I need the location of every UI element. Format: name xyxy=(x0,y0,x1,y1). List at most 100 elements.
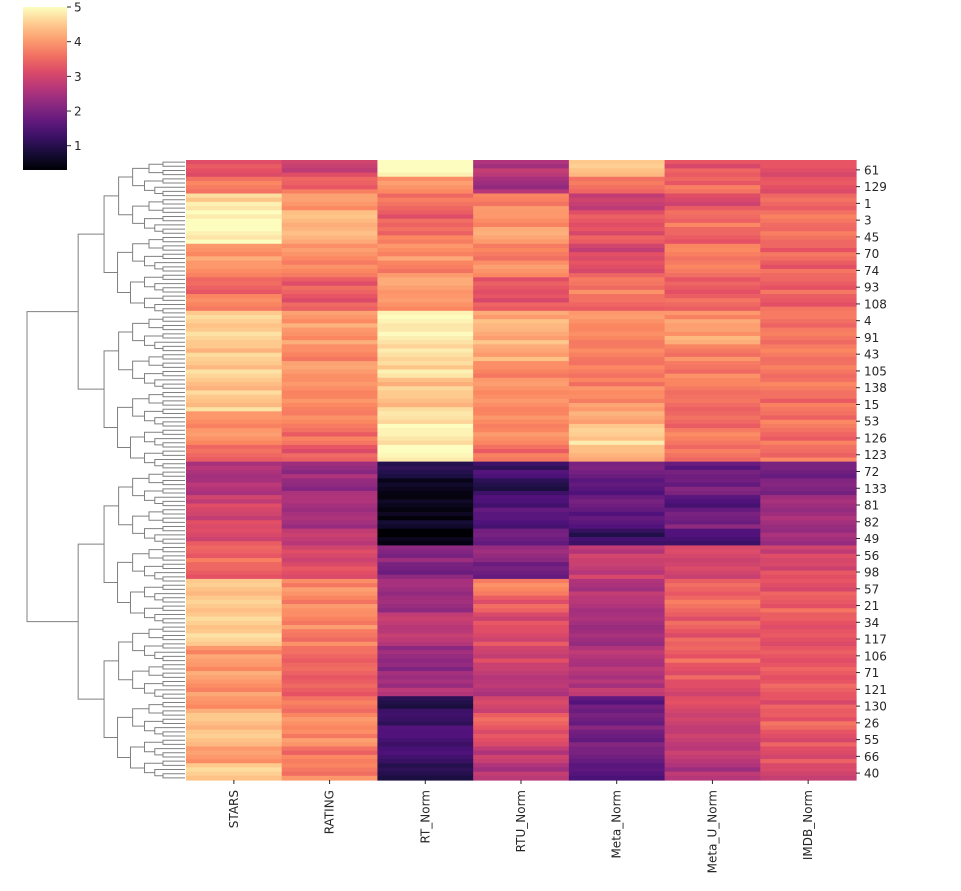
heatmap-cell xyxy=(664,478,761,484)
heatmap-cell xyxy=(473,382,570,387)
dendrogram-link xyxy=(77,543,105,700)
heatmap-cell xyxy=(281,729,379,735)
heatmap-cell xyxy=(281,763,379,769)
heatmap-cell xyxy=(473,612,570,618)
heatmap-cell xyxy=(473,394,570,400)
heatmap-cell xyxy=(473,247,570,253)
dendrogram-link xyxy=(162,626,185,632)
dendrogram-link xyxy=(162,597,185,603)
heatmap-cell xyxy=(664,692,761,697)
heatmap-cell xyxy=(568,658,666,664)
heatmap-cell xyxy=(473,176,570,182)
heatmap-cell xyxy=(281,645,379,651)
row-tick-label: 138 xyxy=(864,381,887,395)
heatmap-cell xyxy=(377,629,474,634)
heatmap-cell xyxy=(186,160,283,165)
heatmap-cell xyxy=(186,499,283,505)
heatmap-cell xyxy=(186,210,283,216)
dendrogram-link xyxy=(154,417,185,425)
heatmap-cell xyxy=(281,382,379,387)
heatmap-cell xyxy=(473,206,570,211)
heatmap-cell xyxy=(568,570,666,576)
heatmap-cell xyxy=(377,620,474,626)
dendrogram-link xyxy=(162,371,185,377)
heatmap-cell xyxy=(281,658,379,664)
heatmap-cell xyxy=(377,704,474,710)
dendrogram-link xyxy=(162,693,185,699)
heatmap-cell xyxy=(760,432,857,438)
dendrogram-link xyxy=(132,632,149,652)
heatmap-cell xyxy=(186,382,283,387)
heatmap-cell xyxy=(186,453,283,459)
heatmap-cell xyxy=(664,537,761,542)
dendrogram-link xyxy=(148,511,163,521)
heatmap-cell xyxy=(664,704,761,710)
heatmap-cell xyxy=(186,201,283,207)
heatmap-cell xyxy=(760,767,857,773)
heatmap-cell xyxy=(377,658,474,664)
heatmap-cell xyxy=(664,679,761,685)
dendrogram-link xyxy=(162,760,185,766)
heatmap-cell xyxy=(760,566,857,572)
heatmap-cell xyxy=(377,172,474,178)
heatmap-cell xyxy=(186,415,283,421)
heatmap-cell xyxy=(186,717,283,722)
heatmap-cell xyxy=(473,763,570,769)
heatmap-cell xyxy=(568,650,666,655)
heatmap-cell xyxy=(473,704,570,710)
heatmap-cell xyxy=(186,189,283,195)
heatmap-cell xyxy=(473,775,570,781)
heatmap-cell xyxy=(281,532,379,538)
heatmap-cell xyxy=(473,273,570,278)
dendrogram-link xyxy=(143,373,163,384)
dendrogram-link xyxy=(162,190,185,197)
heatmap-cell xyxy=(664,315,761,320)
heatmap-cell xyxy=(760,511,857,517)
heatmap-cell xyxy=(186,595,283,601)
heatmap-cell xyxy=(186,319,283,324)
heatmap-cell xyxy=(186,365,283,371)
heatmap-cell xyxy=(281,725,379,731)
heatmap-cell xyxy=(568,465,666,471)
row-tick-label: 40 xyxy=(864,767,879,781)
heatmap-cell xyxy=(568,386,666,392)
heatmap-cell xyxy=(473,390,570,396)
heatmap-cell xyxy=(186,172,283,178)
dendrogram-link xyxy=(143,452,163,464)
heatmap-cell xyxy=(760,625,857,630)
heatmap-cell xyxy=(377,390,474,396)
heatmap-cell xyxy=(473,298,570,304)
row-tick-label: 82 xyxy=(864,515,879,529)
heatmap-cell xyxy=(473,654,570,660)
heatmap-cell xyxy=(473,377,570,383)
heatmap-cell xyxy=(568,294,666,299)
heatmap-cell xyxy=(281,268,379,274)
heatmap-cell xyxy=(473,650,570,655)
heatmap-cell xyxy=(473,256,570,262)
dendrogram-link xyxy=(154,262,185,270)
dendrogram-link xyxy=(143,762,163,774)
heatmap-cell xyxy=(377,511,474,517)
heatmap-cell xyxy=(186,302,283,308)
heatmap-cell xyxy=(186,331,283,337)
heatmap-cell xyxy=(760,553,857,559)
heatmap-cell xyxy=(664,599,761,605)
heatmap-cell xyxy=(473,662,570,668)
heatmap-cell xyxy=(186,231,283,237)
dendrogram-link xyxy=(162,739,185,745)
heatmap-cell xyxy=(281,759,379,764)
heatmap-cell xyxy=(760,436,857,442)
heatmap-cell xyxy=(473,700,570,706)
dendrogram-link xyxy=(132,360,149,379)
heatmap-cell xyxy=(377,549,474,555)
heatmap-cell xyxy=(377,679,474,685)
heatmap-cell xyxy=(281,537,379,542)
heatmap-cell xyxy=(568,528,666,534)
heatmap-cell xyxy=(568,264,666,270)
heatmap-cell xyxy=(664,197,761,203)
heatmap-cell xyxy=(377,285,474,291)
heatmap-cell xyxy=(377,696,474,702)
heatmap-cell xyxy=(186,671,283,676)
heatmap-cell xyxy=(760,587,857,593)
heatmap-cell xyxy=(568,553,666,559)
